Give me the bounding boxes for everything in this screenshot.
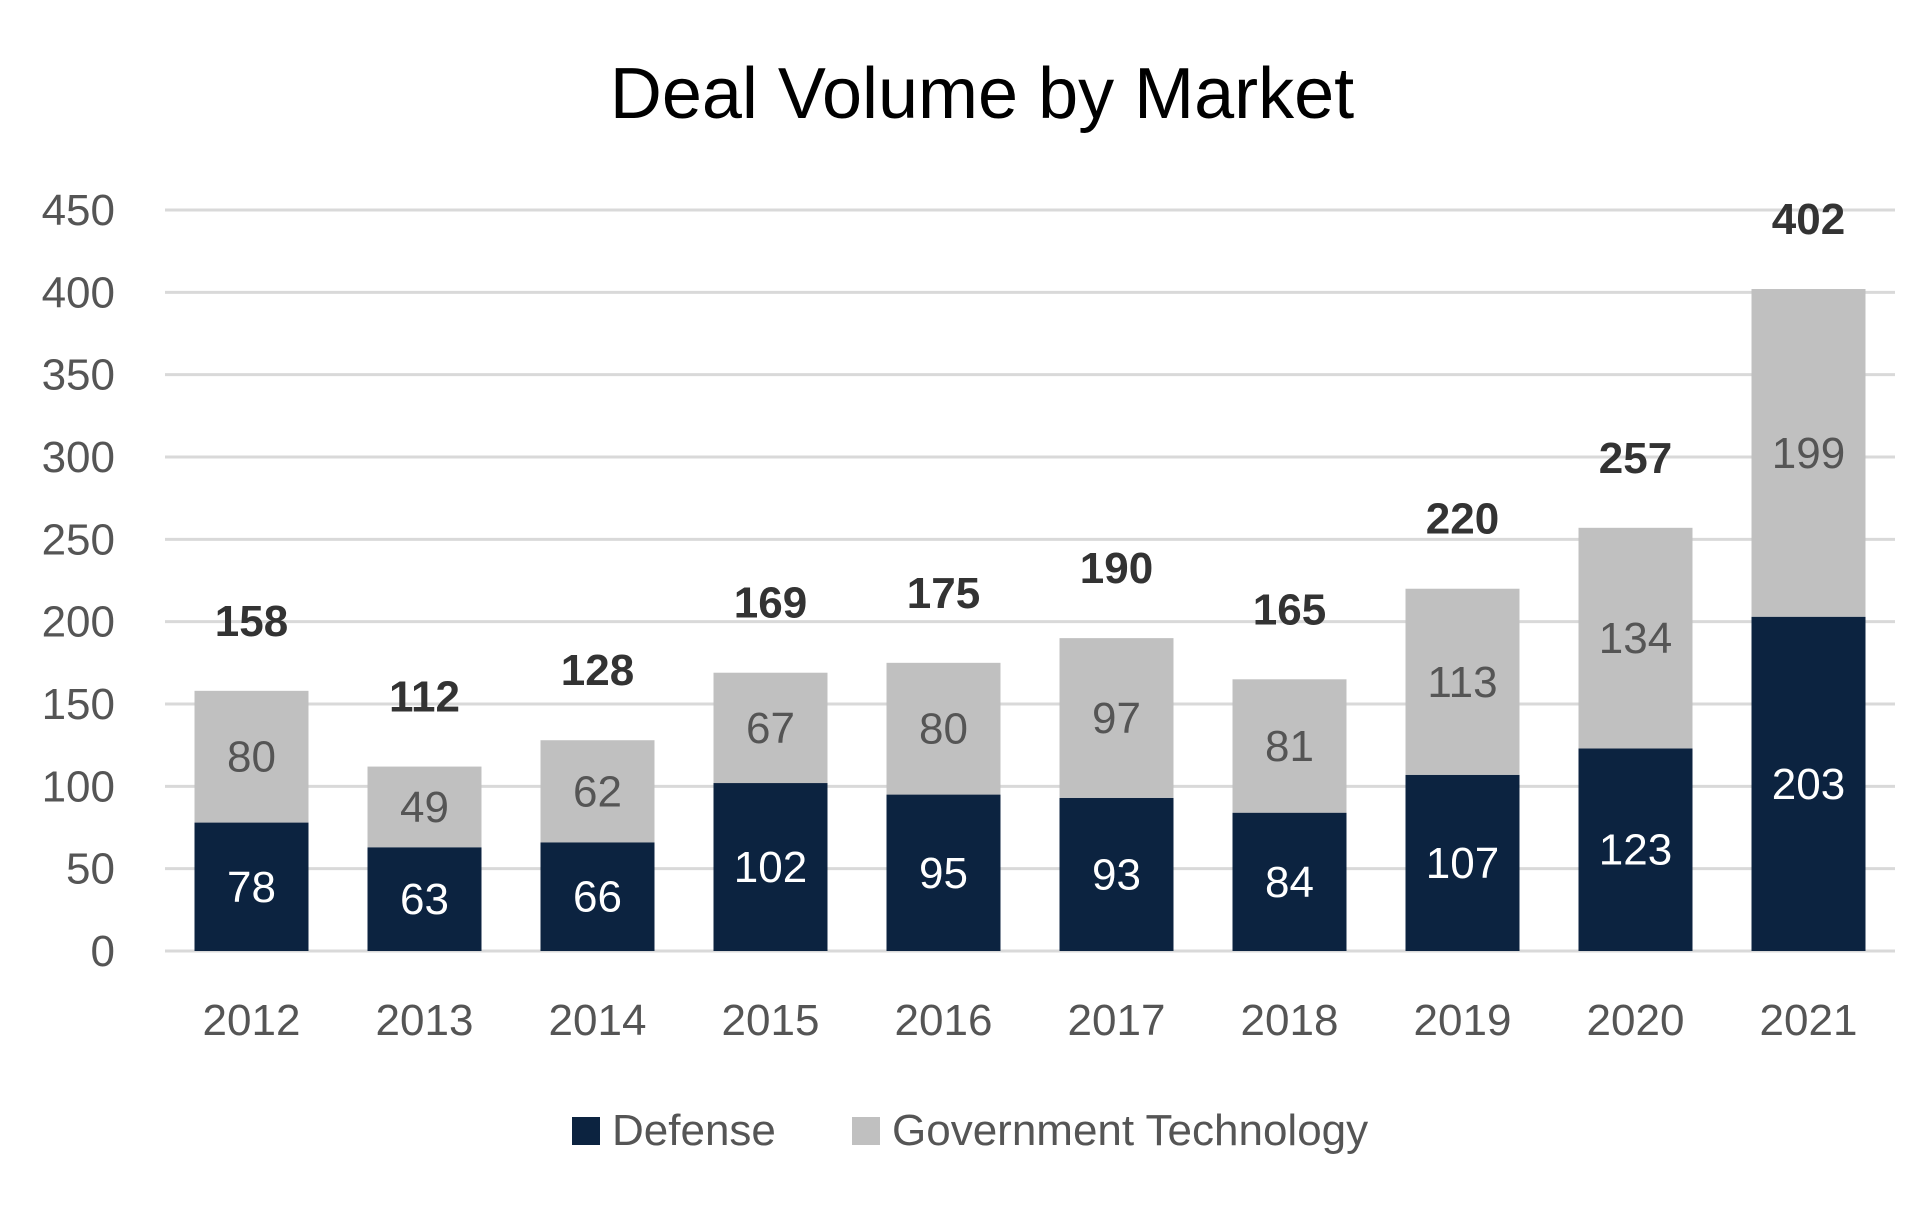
data-label-government-technology-2014: 62	[573, 767, 622, 816]
x-axis-tick-labels: 2012 2013 2014 2015 2016 2017 2018 2019 2020 2021	[203, 996, 1858, 1045]
x-tick-label: 2014	[549, 996, 647, 1045]
data-label-defense-2020: 123	[1599, 826, 1672, 875]
bar-defense-2013	[367, 847, 482, 951]
bar-government-technology-2014	[540, 740, 655, 843]
bar-government-technology-2019	[1405, 588, 1520, 775]
data-label-defense-2021: 203	[1772, 760, 1845, 809]
x-tick-label: 2017	[1068, 996, 1166, 1045]
bar-government-technology-2013	[367, 766, 482, 848]
bar-defense-2019	[1405, 774, 1520, 951]
y-tick-label: 150	[42, 680, 115, 729]
data-label-government-technology-2018: 81	[1265, 722, 1314, 771]
data-label-government-technology-2020: 134	[1599, 614, 1672, 663]
bar-defense-2021	[1751, 616, 1866, 951]
bars: 78 80 158 63 49 112 66 62 128 102 67 169 95 80 175 93 97…	[194, 195, 1866, 951]
bar-defense-2012	[194, 822, 309, 951]
x-tick-label: 2018	[1241, 996, 1339, 1045]
x-tick-label: 2020	[1587, 996, 1685, 1045]
data-label-defense-2012: 78	[227, 863, 276, 912]
total-label-2015: 169	[734, 579, 807, 628]
y-tick-label: 450	[42, 186, 115, 235]
total-label-2012: 158	[215, 597, 288, 646]
data-label-government-technology-2019: 113	[1427, 658, 1497, 707]
y-axis-tick-labels: 0 50 100 150 200 250 300 350 400 450	[42, 186, 115, 976]
bar-government-technology-2021	[1751, 289, 1866, 617]
x-tick-label: 2012	[203, 996, 301, 1045]
x-tick-label: 2013	[376, 996, 474, 1045]
data-label-government-technology-2016: 80	[919, 705, 968, 754]
y-tick-label: 0	[91, 927, 115, 976]
total-label-2017: 190	[1080, 544, 1153, 593]
data-label-defense-2014: 66	[573, 873, 622, 922]
data-label-government-technology-2017: 97	[1092, 694, 1141, 743]
y-tick-label: 50	[66, 845, 115, 894]
bar-government-technology-2016	[886, 662, 1001, 795]
x-tick-label: 2015	[722, 996, 820, 1045]
data-label-government-technology-2013: 49	[400, 783, 449, 832]
y-tick-label: 350	[42, 351, 115, 400]
bar-defense-2015	[713, 783, 828, 951]
data-label-defense-2019: 107	[1426, 839, 1499, 888]
bar-defense-2020	[1578, 748, 1693, 951]
chart-title: Deal Volume by Market	[610, 54, 1354, 134]
total-label-2021: 402	[1772, 195, 1845, 244]
data-label-government-technology-2012: 80	[227, 733, 276, 782]
legend: Defense Government Technology	[572, 1106, 1368, 1155]
bar-government-technology-2015	[713, 672, 828, 784]
legend-swatch-government-technology	[852, 1117, 880, 1145]
data-label-government-technology-2021: 199	[1772, 429, 1845, 478]
bar-government-technology-2017	[1059, 638, 1174, 798]
legend-label-defense: Defense	[612, 1106, 776, 1155]
data-label-government-technology-2015: 67	[746, 704, 795, 753]
data-label-defense-2017: 93	[1092, 850, 1141, 899]
total-label-2019: 220	[1426, 495, 1499, 544]
x-tick-label: 2021	[1760, 996, 1858, 1045]
data-label-defense-2013: 63	[400, 875, 449, 924]
bar-defense-2016	[886, 794, 1001, 951]
total-label-2016: 175	[907, 569, 980, 618]
bar-defense-2014	[540, 842, 655, 951]
total-label-2018: 165	[1253, 585, 1326, 634]
legend-swatch-defense	[572, 1117, 600, 1145]
total-label-2013: 112	[389, 673, 460, 722]
bar-government-technology-2012	[194, 690, 309, 823]
y-tick-label: 200	[42, 598, 115, 647]
y-tick-label: 300	[42, 433, 115, 482]
x-tick-label: 2019	[1414, 996, 1512, 1045]
data-label-defense-2016: 95	[919, 849, 968, 898]
y-tick-label: 400	[42, 268, 115, 317]
data-label-defense-2018: 84	[1265, 858, 1314, 907]
data-label-defense-2015: 102	[734, 843, 807, 892]
legend-label-government-technology: Government Technology	[892, 1106, 1368, 1155]
bar-government-technology-2020	[1578, 527, 1693, 749]
y-tick-label: 250	[42, 515, 115, 564]
total-label-2020: 257	[1599, 434, 1672, 483]
y-tick-label: 100	[42, 762, 115, 811]
x-tick-label: 2016	[895, 996, 993, 1045]
bar-government-technology-2018	[1232, 679, 1347, 813]
bar-defense-2017	[1059, 797, 1174, 951]
total-label-2014: 128	[561, 646, 634, 695]
bar-defense-2018	[1232, 812, 1347, 951]
